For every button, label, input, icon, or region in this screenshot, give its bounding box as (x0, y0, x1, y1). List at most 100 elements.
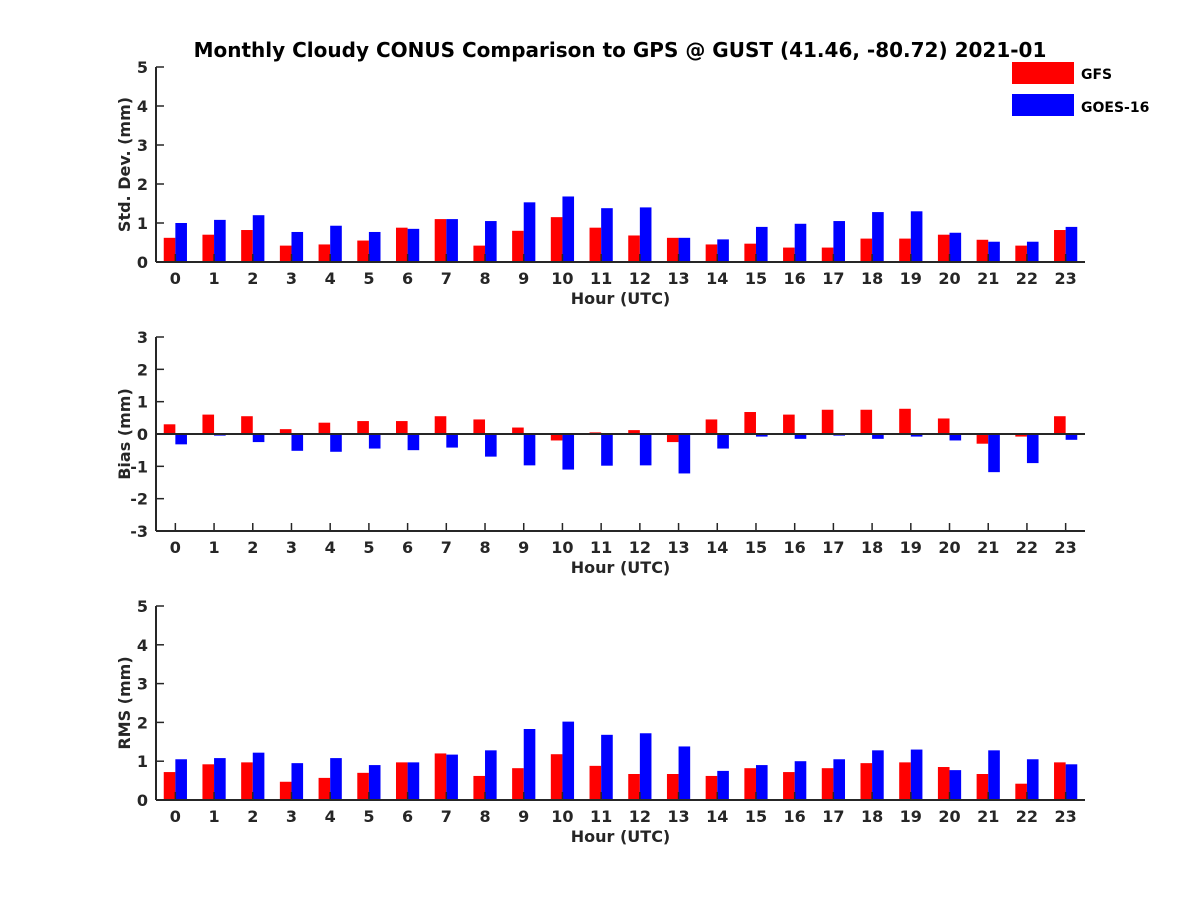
bar-bias-gfs-4 (318, 422, 331, 434)
bar-rms-goes16-16 (794, 761, 807, 800)
legend-swatch-gfs (1012, 62, 1074, 84)
bar-bias-gfs-23 (1054, 416, 1066, 434)
bar-bias-gfs-5 (357, 421, 369, 434)
x-tick-label-stddev: 2 (247, 269, 258, 288)
x-tick-label-rms: 11 (590, 807, 612, 826)
bar-bias-goes16-21 (988, 434, 1000, 473)
bar-rms-gfs-17 (821, 768, 834, 800)
bar-stddev-gfs-4 (318, 244, 331, 262)
bar-stddev-goes16-20 (949, 232, 962, 262)
bar-rms-gfs-7 (434, 753, 447, 800)
bar-rms-gfs-9 (512, 768, 524, 800)
x-tick-label-rms: 19 (900, 807, 922, 826)
bar-bias-gfs-2 (241, 416, 253, 434)
y-tick-label-stddev: 4 (137, 97, 148, 116)
x-tick-label-rms: 5 (363, 807, 374, 826)
x-tick-label-rms: 10 (551, 807, 573, 826)
bar-rms-goes16-5 (368, 765, 381, 800)
x-tick-label-bias: 23 (1055, 538, 1077, 557)
x-tick-label-bias: 18 (861, 538, 883, 557)
x-tick-label-rms: 4 (325, 807, 336, 826)
bar-rms-goes16-6 (407, 762, 420, 800)
y-tick-label-bias: -1 (130, 457, 148, 476)
x-tick-label-stddev: 23 (1055, 269, 1077, 288)
bar-rms-goes16-19 (910, 749, 923, 800)
bar-bias-gfs-6 (395, 421, 408, 434)
bar-bias-gfs-3 (279, 429, 292, 434)
bar-stddev-goes16-14 (717, 239, 729, 262)
y-tick-label-rms: 5 (137, 597, 148, 616)
x-tick-label-bias: 9 (518, 538, 529, 557)
bar-stddev-goes16-12 (639, 207, 652, 262)
bar-rms-goes16-0 (175, 759, 187, 800)
bar-rms-gfs-5 (357, 772, 369, 800)
bar-stddev-goes16-11 (601, 208, 613, 262)
x-tick-label-bias: 2 (247, 538, 258, 557)
bar-bias-gfs-0 (163, 424, 176, 434)
bar-stddev-gfs-3 (279, 245, 292, 262)
bar-rms-goes16-18 (872, 750, 884, 800)
bar-rms-goes16-23 (1065, 764, 1078, 800)
bar-bias-gfs-9 (512, 427, 524, 434)
x-axis-label-rms: Hour (UTC) (571, 827, 671, 846)
x-tick-label-bias: 12 (629, 538, 651, 557)
x-tick-label-rms: 3 (286, 807, 297, 826)
bar-stddev-gfs-2 (241, 230, 253, 262)
x-tick-label-rms: 0 (170, 807, 181, 826)
bar-rms-goes16-22 (1026, 759, 1039, 800)
bar-rms-gfs-8 (473, 775, 486, 800)
bar-rms-gfs-16 (783, 772, 795, 800)
x-tick-label-rms: 18 (861, 807, 883, 826)
bar-stddev-goes16-13 (678, 237, 691, 262)
x-tick-label-rms: 14 (706, 807, 728, 826)
x-tick-label-stddev: 1 (208, 269, 219, 288)
bar-stddev-gfs-12 (628, 235, 640, 262)
x-tick-label-bias: 5 (363, 538, 374, 557)
y-tick-label-bias: -3 (130, 522, 148, 541)
bar-stddev-gfs-16 (783, 247, 795, 262)
x-tick-label-bias: 0 (170, 538, 181, 557)
bar-stddev-gfs-20 (937, 234, 950, 262)
y-tick-label-stddev: 0 (137, 253, 148, 272)
bar-stddev-gfs-21 (976, 239, 989, 262)
bar-bias-goes16-4 (330, 434, 342, 452)
bar-bias-gfs-19 (899, 408, 911, 434)
x-tick-label-stddev: 3 (286, 269, 297, 288)
bar-stddev-gfs-14 (705, 244, 718, 262)
bar-stddev-goes16-9 (523, 202, 536, 262)
x-tick-label-stddev: 17 (822, 269, 844, 288)
x-tick-label-bias: 22 (1016, 538, 1038, 557)
bar-bias-goes16-20 (949, 434, 962, 441)
legend-label-gfs: GFS (1081, 67, 1112, 83)
bar-stddev-gfs-6 (395, 227, 408, 262)
bar-rms-goes16-14 (717, 770, 729, 800)
x-tick-label-stddev: 22 (1016, 269, 1038, 288)
x-tick-label-bias: 13 (667, 538, 689, 557)
bar-stddev-goes16-21 (988, 241, 1000, 262)
y-tick-label-rms: 2 (137, 713, 148, 732)
bar-bias-goes16-22 (1026, 434, 1039, 464)
bar-rms-goes16-15 (755, 765, 768, 800)
bar-bias-goes16-16 (794, 434, 807, 439)
bar-bias-gfs-1 (202, 414, 215, 434)
bar-stddev-gfs-17 (821, 247, 834, 262)
bar-rms-gfs-21 (976, 774, 989, 800)
bar-stddev-goes16-4 (330, 225, 342, 262)
y-tick-label-rms: 0 (137, 791, 148, 810)
x-tick-label-stddev: 12 (629, 269, 651, 288)
x-tick-label-bias: 11 (590, 538, 612, 557)
x-tick-label-rms: 15 (745, 807, 767, 826)
bar-rms-gfs-4 (318, 777, 331, 800)
bar-rms-gfs-15 (744, 768, 756, 800)
bar-stddev-goes16-16 (794, 223, 807, 262)
x-tick-label-stddev: 10 (551, 269, 573, 288)
x-tick-label-bias: 14 (706, 538, 728, 557)
x-tick-label-bias: 4 (325, 538, 336, 557)
x-tick-label-stddev: 8 (479, 269, 490, 288)
bar-bias-gfs-16 (783, 414, 795, 434)
bar-bias-goes16-11 (601, 434, 613, 466)
bar-bias-gfs-7 (434, 416, 447, 434)
bar-stddev-goes16-22 (1026, 241, 1039, 262)
